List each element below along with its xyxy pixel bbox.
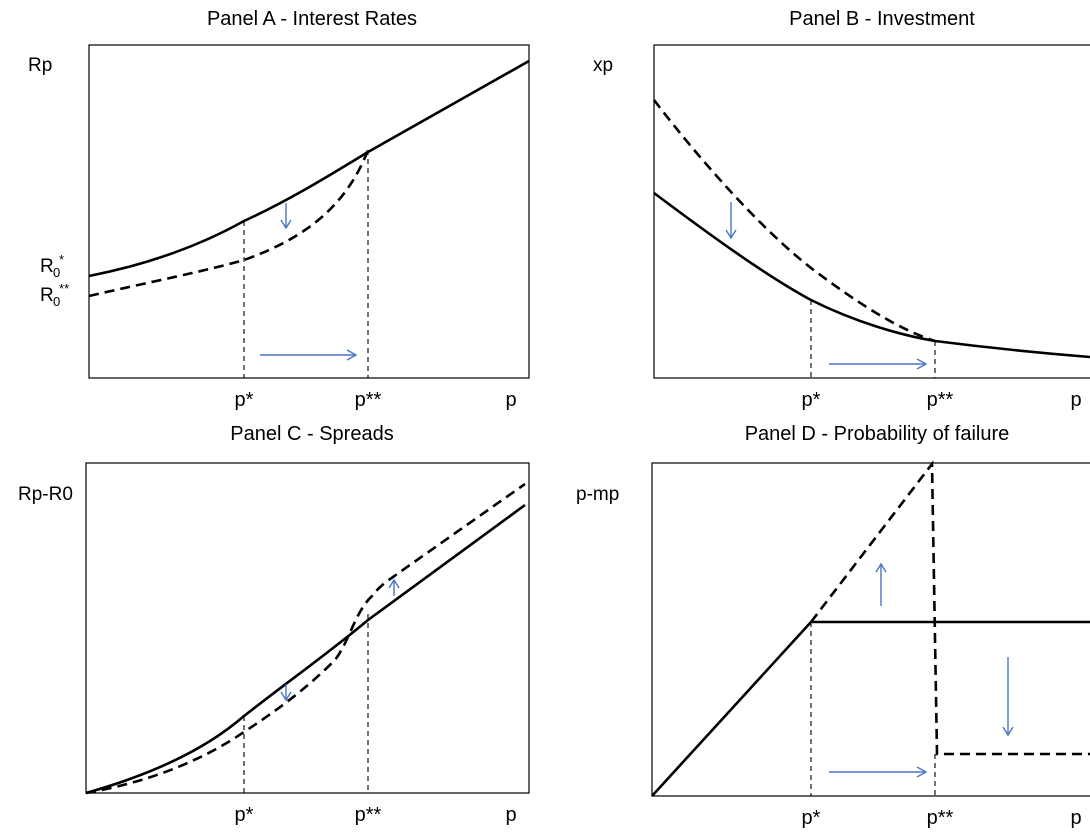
- panel-a-down-arrow: [280, 203, 292, 230]
- panel-a-right-arrow: [260, 349, 358, 361]
- panel-d-y-label: p-mp: [576, 484, 619, 505]
- panel-a-x-tick-pstar: p*: [235, 389, 254, 411]
- panel-b-frame: [653, 44, 1090, 379]
- panel-a-frame: [88, 44, 530, 379]
- panel-c-x-tick-pstar: p*: [235, 804, 254, 826]
- panel-d-x-tick-pstar: p*: [802, 807, 821, 829]
- panel-b-x-tick-pstar: p*: [802, 389, 821, 411]
- panel-a-y-tick-r0-dstar-base: R: [40, 285, 54, 306]
- panel-d-x-tick-pdstar: p**: [927, 807, 954, 829]
- panel-b-x-tick-pdstar: p**: [927, 389, 954, 411]
- panel-d: Panel D - Probability of failure p-mp p*…: [576, 423, 1090, 829]
- panel-d-up-arrow: [875, 562, 887, 606]
- panel-b-down-arrow: [725, 202, 737, 240]
- panel-a-x-label: p: [505, 389, 516, 411]
- panel-c-x-label: p: [505, 804, 516, 826]
- panel-a: Panel A - Interest Rates Rp R * 0 R ** 0…: [28, 8, 530, 411]
- panel-b-y-label: xp: [593, 55, 613, 76]
- panel-d-frame: [651, 462, 1090, 797]
- panel-a-y-tick-r0-star-base: R: [40, 256, 54, 277]
- panel-c-up-arrow: [388, 578, 400, 596]
- panel-c-y-label: Rp-R0: [18, 484, 73, 505]
- panel-a-x-tick-pdstar: p**: [355, 389, 382, 411]
- panel-c-solid-curve: [85, 503, 526, 795]
- panel-b-solid-curve: [653, 191, 1090, 359]
- panel-c: Panel C - Spreads Rp-R0 p* p** p: [18, 423, 530, 826]
- panel-a-y-tick-r0-dstar: R ** 0: [40, 277, 74, 309]
- panel-a-y-label: Rp: [28, 55, 52, 76]
- panel-c-frame: [85, 462, 530, 794]
- panel-a-title: Panel A - Interest Rates: [207, 8, 417, 30]
- panel-a-y-tick-r0-star: R * 0: [40, 248, 69, 280]
- panel-b: Panel B - Investment xp p* p** p: [593, 8, 1090, 411]
- panel-a-y-tick-r0-star-sup: *: [59, 252, 64, 267]
- panel-b-dashed-curve: [652, 99, 936, 343]
- panel-d-dashed-curve: [809, 460, 1090, 756]
- panel-c-title: Panel C - Spreads: [230, 423, 393, 445]
- panel-c-dashed-curve: [85, 482, 526, 795]
- panel-d-right-arrow: [829, 766, 928, 778]
- panel-c-x-tick-pdstar: p**: [355, 804, 382, 826]
- panel-a-dashed-curve: [88, 149, 370, 298]
- panel-d-down-arrow: [1002, 657, 1014, 737]
- panel-d-solid-curve: [651, 620, 1090, 797]
- panel-a-y-tick-r0-dstar-sup: **: [59, 281, 69, 296]
- panel-d-x-label: p: [1070, 807, 1081, 829]
- panel-d-title: Panel D - Probability of failure: [745, 423, 1010, 445]
- panel-b-right-arrow: [829, 358, 928, 370]
- panel-c-down-arrow: [280, 684, 292, 702]
- panel-a-solid-curve: [88, 59, 530, 278]
- panel-b-x-label: p: [1070, 389, 1081, 411]
- panel-b-title: Panel B - Investment: [789, 8, 975, 30]
- panel-a-y-tick-r0-star-sub: 0: [53, 265, 60, 280]
- panel-a-y-tick-r0-dstar-sub: 0: [53, 294, 60, 309]
